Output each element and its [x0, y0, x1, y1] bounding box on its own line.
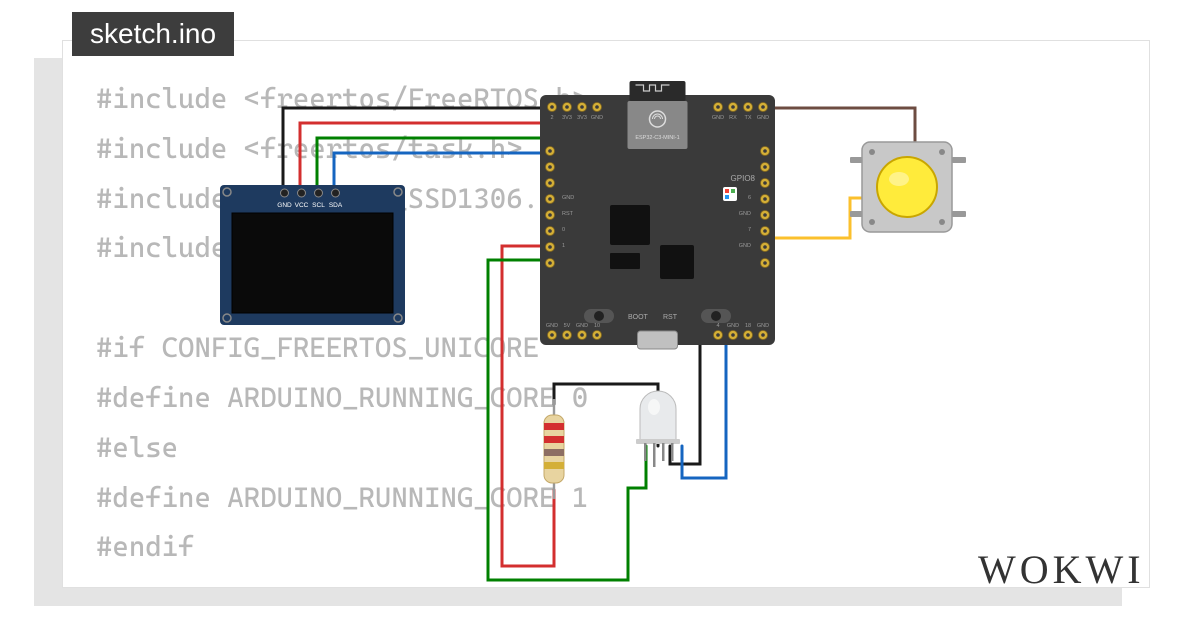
svg-text:RST: RST — [663, 314, 678, 321]
wokwi-logo: WOKWI — [978, 546, 1145, 593]
svg-text:GND: GND — [277, 202, 292, 209]
svg-text:3V3: 3V3 — [562, 115, 572, 121]
svg-text:SDA: SDA — [329, 202, 343, 209]
svg-text:GND: GND — [576, 323, 588, 329]
svg-text:BOOT: BOOT — [628, 314, 649, 321]
svg-text:TX: TX — [744, 115, 751, 121]
oled-scl-to-esp — [317, 138, 556, 186]
svg-text:GND: GND — [727, 323, 739, 329]
svg-text:3V3: 3V3 — [577, 115, 587, 121]
oled-display: GNDVCCSCL SDA — [220, 185, 405, 325]
svg-text:0: 0 — [562, 227, 565, 233]
esp-to-button-side — [762, 198, 862, 238]
svg-text:GND: GND — [739, 243, 751, 249]
led-to-esp-blue — [682, 340, 726, 478]
svg-text:SCL: SCL — [312, 202, 325, 209]
push-button — [850, 142, 966, 232]
svg-text:GND: GND — [591, 115, 603, 121]
file-tab[interactable]: sketch.ino — [72, 12, 234, 56]
esp32-board: ESP32-C3-MINI-1 GPIO8 BOOT RST 2 3V3 3V3 GND GND… — [540, 81, 775, 349]
svg-text:GPIO8: GPIO8 — [731, 174, 756, 183]
svg-text:GND: GND — [712, 115, 724, 121]
svg-text:10: 10 — [594, 323, 600, 329]
resistor — [544, 399, 564, 499]
svg-text:GND: GND — [739, 211, 751, 217]
svg-text:ESP32-C3-MINI-1: ESP32-C3-MINI-1 — [635, 135, 679, 141]
svg-text:GND: GND — [757, 323, 769, 329]
svg-text:7: 7 — [748, 227, 751, 233]
svg-text:5V: 5V — [564, 323, 571, 329]
svg-text:GND: GND — [562, 195, 574, 201]
svg-text:VCC: VCC — [295, 202, 309, 209]
rgb-led — [636, 391, 680, 467]
svg-text:4: 4 — [716, 323, 719, 329]
svg-text:GND: GND — [546, 323, 558, 329]
oled-gnd-to-esp — [283, 108, 556, 186]
circuit-canvas: GNDVCCSCLSDAESP32-C3-MINI-1GPIO8BOOTRST2… — [0, 0, 1200, 630]
svg-text:GND: GND — [757, 115, 769, 121]
svg-text:2: 2 — [550, 115, 553, 121]
oled-sda-to-esp — [334, 153, 556, 186]
svg-text:RST: RST — [562, 211, 574, 217]
svg-text:18: 18 — [745, 323, 751, 329]
esp-to-button-top — [760, 108, 915, 145]
svg-text:1: 1 — [562, 243, 565, 249]
svg-text:RX: RX — [729, 115, 737, 121]
svg-text:6: 6 — [748, 195, 751, 201]
